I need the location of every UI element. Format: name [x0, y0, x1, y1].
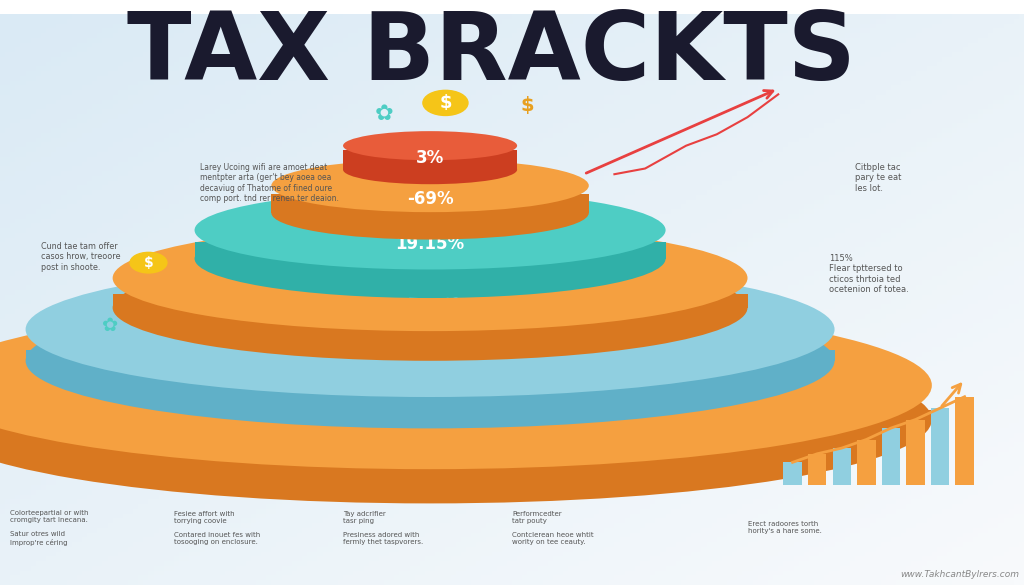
Bar	[783, 462, 802, 485]
Text: $: $	[143, 256, 154, 270]
Polygon shape	[113, 294, 748, 308]
Text: Fesiee affort with
torrying coovie

Contared inouet fes with
tosooging on enclos: Fesiee affort with torrying coovie Conta…	[174, 511, 260, 545]
Text: -3 13%: -3 13%	[398, 336, 462, 354]
Text: Larey Ucoing wifi are amoet deat
mentpter arta (ger't bey aoea oea
decaviug of T: Larey Ucoing wifi are amoet deat mentpte…	[200, 163, 339, 203]
Text: $: $	[520, 97, 535, 115]
Text: www.TakhcantBylrers.com: www.TakhcantBylrers.com	[900, 570, 1019, 579]
Ellipse shape	[195, 191, 666, 270]
Bar	[882, 428, 900, 485]
Polygon shape	[271, 194, 589, 213]
Text: -69%: -69%	[407, 190, 454, 208]
Bar	[808, 454, 826, 485]
Ellipse shape	[195, 219, 666, 298]
Text: -619%: -619%	[401, 394, 459, 411]
Text: ✿: ✿	[375, 104, 393, 124]
Ellipse shape	[113, 254, 748, 361]
Circle shape	[423, 90, 468, 115]
Bar	[833, 448, 851, 485]
Text: Performcedter
tatr pouty

Contclerean heoe whtit
wority on tee ceauty.: Performcedter tatr pouty Contclerean heo…	[512, 511, 594, 545]
Polygon shape	[195, 242, 666, 259]
Ellipse shape	[271, 159, 589, 212]
Ellipse shape	[343, 155, 517, 184]
Text: Erect radoores torth
hority's a hare some.: Erect radoores torth hority's a hare som…	[748, 521, 821, 535]
Bar	[857, 439, 876, 485]
Ellipse shape	[271, 187, 589, 239]
Text: $: $	[439, 94, 452, 112]
Text: Tay adcrlfier
tasr ping

Presiness adored with
fermly thet taspvorers.: Tay adcrlfier tasr ping Presiness adored…	[343, 511, 423, 545]
Text: 19.15%: 19.15%	[395, 235, 465, 253]
Text: 115%
Flear tpttersed to
cticos thrtoia ted
ocetenion of totea.: 115% Flear tpttersed to cticos thrtoia t…	[829, 254, 909, 294]
Bar	[931, 408, 949, 485]
Bar	[906, 419, 925, 485]
Ellipse shape	[26, 293, 835, 428]
Ellipse shape	[0, 336, 932, 504]
Ellipse shape	[113, 225, 748, 331]
Text: TAX BRACKTS: TAX BRACKTS	[127, 8, 856, 101]
Ellipse shape	[0, 301, 932, 469]
Polygon shape	[26, 350, 835, 361]
Text: Colorteepartial or with
cromgity tart lnecana.

Satur otres wild
Improp're cérin: Colorteepartial or with cromgity tart ln…	[10, 510, 89, 546]
Text: ✿: ✿	[102, 316, 119, 335]
Text: Cund tae tam offer
casos hrow, treoore
post in shoote.: Cund tae tam offer casos hrow, treoore p…	[41, 242, 121, 272]
Polygon shape	[343, 150, 517, 170]
Bar	[955, 397, 974, 485]
Polygon shape	[0, 411, 932, 419]
Circle shape	[130, 252, 167, 273]
Ellipse shape	[343, 131, 517, 160]
Ellipse shape	[26, 262, 835, 397]
Text: Citbple tac
pary te eat
les lot.: Citbple tac pary te eat les lot.	[855, 163, 901, 192]
Text: 3%: 3%	[416, 149, 444, 167]
Text: -229%: -229%	[400, 284, 460, 302]
